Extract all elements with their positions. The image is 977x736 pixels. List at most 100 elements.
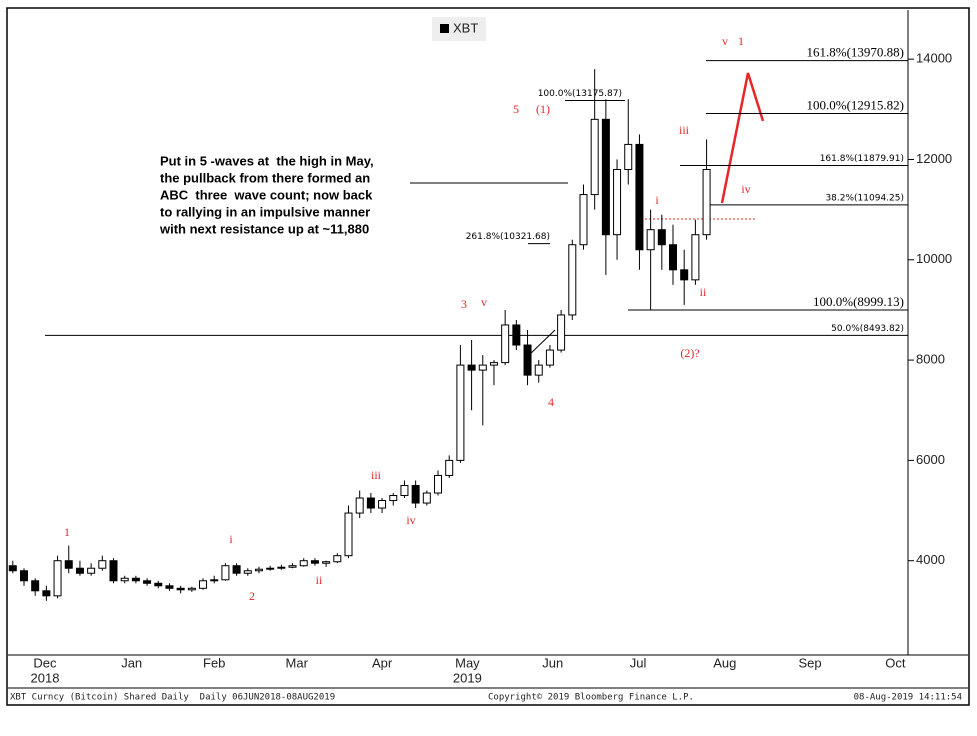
note-line: Put in 5 -waves at the high in May, <box>160 153 374 168</box>
note-line: ABC three wave count; now back <box>160 187 373 202</box>
candle-body <box>210 579 219 582</box>
candle-body <box>254 568 263 572</box>
candle-body <box>277 566 286 569</box>
candle-body <box>176 587 185 591</box>
year-label: 2018 <box>31 670 60 685</box>
x-tick-label: Jul <box>630 655 647 670</box>
wave-label: 1 <box>64 525 70 539</box>
fib-label: 100.0%(12915.82) <box>807 98 905 113</box>
x-tick-label: Dec <box>33 655 57 670</box>
x-tick-label: Mar <box>286 655 309 670</box>
candle-body <box>646 229 655 251</box>
y-tick-label: 10000 <box>916 251 952 266</box>
candle-body <box>411 484 420 504</box>
trendline <box>527 329 556 357</box>
legend-swatch <box>440 24 449 33</box>
candle-body <box>154 582 163 587</box>
candle-body <box>299 560 308 567</box>
candle-body <box>98 560 107 569</box>
candle-body <box>702 168 711 236</box>
projection-arrow <box>720 72 765 204</box>
candle-body <box>478 364 487 371</box>
x-tick-label: Feb <box>203 655 225 670</box>
wave-label: 5 <box>513 102 519 116</box>
candle-body <box>288 565 297 568</box>
fib-label: 161.8%(13970.88) <box>807 45 905 60</box>
year-label: 2019 <box>453 670 482 685</box>
wave-label: v <box>481 295 487 309</box>
candle-body <box>557 314 566 351</box>
candle-body <box>434 474 443 494</box>
wave-label: 2 <box>249 589 255 603</box>
wave-label: iii <box>679 123 690 137</box>
wave-label: (1) <box>536 102 550 116</box>
y-tick-label: 8000 <box>916 352 945 367</box>
candle-body <box>322 561 331 564</box>
candle-body <box>64 560 73 569</box>
x-tick-label: Sep <box>799 655 822 670</box>
y-tick-label: 6000 <box>916 452 945 467</box>
candle-body <box>445 459 454 476</box>
candle-body <box>8 565 17 572</box>
x-tick-label: Jun <box>542 655 563 670</box>
candle-body <box>19 570 28 582</box>
candle-body <box>422 492 431 504</box>
candle-body <box>232 565 241 574</box>
fib-label: 161.8%(11879.91) <box>820 154 904 164</box>
candle-body <box>669 244 678 271</box>
x-tick-label: Aug <box>713 655 736 670</box>
fib-label: 100.0%(8999.13) <box>813 294 904 309</box>
candle-body <box>143 580 152 584</box>
candle-body <box>221 565 230 581</box>
candle-body <box>53 560 62 597</box>
y-tick-label: 4000 <box>916 552 945 567</box>
candle-body <box>534 364 543 376</box>
wave-label: i <box>655 193 659 207</box>
candle-body <box>87 567 96 574</box>
wave-label: 3 <box>461 297 467 311</box>
wave-label: i <box>229 532 233 546</box>
legend-label: XBT <box>453 20 478 35</box>
footer-left: XBT Curncy (Bitcoin) Shared Daily Daily … <box>10 693 335 703</box>
wave-label: iv <box>741 182 750 196</box>
candle-body <box>355 497 364 514</box>
candle-body <box>366 497 375 509</box>
candle-body <box>378 500 387 509</box>
candle-body <box>120 577 129 582</box>
wave-label: v <box>722 34 728 48</box>
fib-label: 100.0%(13175.87) <box>538 89 622 99</box>
candle-body <box>523 344 532 376</box>
wave-label: ii <box>700 285 707 299</box>
candle-body <box>512 324 521 346</box>
candle-body <box>613 168 622 236</box>
note-line: the pullback from there formed an <box>160 170 370 185</box>
candle-body <box>691 234 700 281</box>
x-tick-label: Apr <box>372 655 393 670</box>
wave-label: 4 <box>548 395 554 409</box>
candle-body <box>109 560 118 582</box>
note-line: to rallying in an impulsive manner <box>160 204 370 219</box>
x-tick-label: May <box>455 655 480 670</box>
candle-body <box>75 567 84 574</box>
candle-body <box>165 585 174 589</box>
candle-body <box>243 570 252 574</box>
fib-label: 261.8%(10321.68) <box>466 232 550 242</box>
candle-body <box>657 229 666 246</box>
candle-body <box>680 269 689 281</box>
candle-body <box>400 484 409 497</box>
candle-body <box>635 143 644 251</box>
candle-body <box>489 362 498 366</box>
candle-body <box>590 118 599 196</box>
candle-body <box>131 577 140 582</box>
wave-label: iv <box>406 513 415 527</box>
candle-body <box>456 364 465 461</box>
frame <box>6 7 970 706</box>
wave-label: iii <box>371 468 382 482</box>
fib-label: 38.2%(11094.25) <box>825 193 904 203</box>
candle-body <box>601 118 610 236</box>
x-tick-label: Oct <box>885 655 906 670</box>
candle-body <box>344 512 353 557</box>
x-tick-label: Jan <box>121 655 142 670</box>
wave-label: ii <box>316 573 323 587</box>
